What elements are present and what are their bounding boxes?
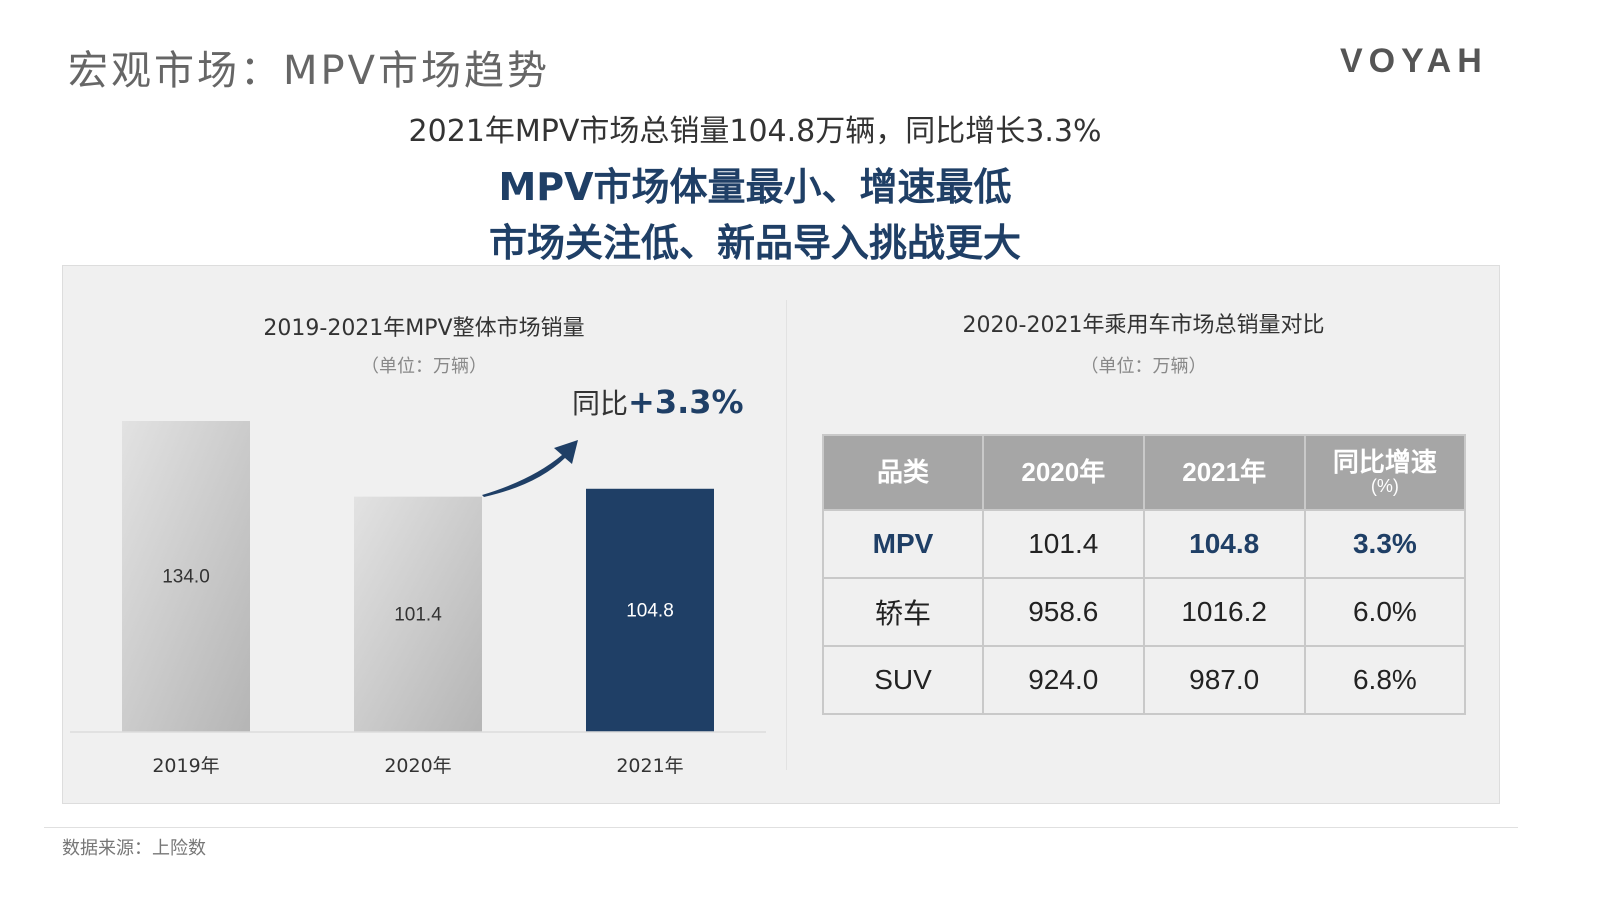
yoy-prefix: 同比 — [572, 387, 629, 420]
cell-yoy: 3.3% — [1303, 509, 1467, 579]
x-tick-label: 2020年 — [384, 755, 451, 777]
table-row: SUV 924.0 987.0 6.8% — [821, 645, 1467, 715]
cell-2020: 958.6 — [982, 577, 1145, 647]
cell-category: 轿车 — [821, 577, 985, 647]
bar-2019年 — [122, 421, 250, 732]
page-title: 宏观市场：MPV市场趋势 — [68, 48, 550, 94]
chart-title: 2019-2021年MPV整体市场销量 — [263, 316, 585, 341]
panel-divider — [786, 300, 787, 770]
cell-2021: 1016.2 — [1142, 577, 1306, 647]
yoy-value: +3.3% — [628, 383, 744, 421]
growth-arrow-icon — [482, 440, 578, 497]
table-unit: （单位：万辆） — [1080, 356, 1207, 377]
x-tick-label: 2021年 — [616, 755, 683, 777]
bar-2021年 — [586, 488, 714, 732]
headline-key-point-1: MPV市场体量最小、增速最低 — [498, 165, 1012, 209]
cell-2020: 924.0 — [982, 645, 1145, 715]
cell-2021: 987.0 — [1142, 645, 1306, 715]
table-header-row: 品类 2020年 2021年 同比增速 (%) — [821, 434, 1467, 511]
cell-yoy: 6.8% — [1303, 645, 1467, 715]
cell-yoy: 6.0% — [1303, 577, 1467, 647]
cell-category: MPV — [821, 509, 985, 579]
header-yoy: 同比增速 (%) — [1303, 434, 1467, 511]
bar-2020年 — [354, 496, 482, 732]
headline-summary: 2021年MPV市场总销量104.8万辆，同比增长3.3% — [408, 114, 1102, 149]
cell-category: SUV — [821, 645, 985, 715]
footer-divider — [44, 827, 1518, 828]
bar-value-label: 101.4 — [394, 604, 442, 625]
headline-key-point-2: 市场关注低、新品导入挑战更大 — [488, 221, 1021, 265]
cell-2021: 104.8 — [1142, 509, 1306, 579]
header-yoy-suffix: (%) — [1370, 475, 1399, 496]
chart-unit: （单位：万辆） — [361, 356, 487, 377]
table-title: 2020-2021年乘用车市场总销量对比 — [962, 313, 1325, 338]
table-row: MPV 101.4 104.8 3.3% — [821, 509, 1467, 579]
header-2020: 2020年 — [982, 434, 1145, 511]
header-category: 品类 — [821, 434, 985, 511]
comparison-table: 品类 2020年 2021年 同比增速 (%) MPV 101.4 104.8 3… — [821, 434, 1467, 715]
header-2021: 2021年 — [1142, 434, 1306, 511]
bar-chart: 134.0 2019年 101.4 2020年 104.8 2021年 — [70, 421, 766, 777]
bar-value-label: 134.0 — [162, 567, 210, 588]
x-tick-label: 2019年 — [152, 755, 219, 777]
yoy-annotation: 同比+3.3% — [572, 382, 744, 422]
bar-value-label: 104.8 — [626, 600, 674, 621]
cell-2020: 101.4 — [982, 509, 1145, 579]
data-source: 数据来源：上险数 — [62, 838, 206, 859]
brand-logo: VOYAH — [1340, 42, 1488, 80]
table-row: 轿车 958.6 1016.2 6.0% — [821, 577, 1467, 647]
header-yoy-label: 同比增速 — [1332, 447, 1437, 478]
